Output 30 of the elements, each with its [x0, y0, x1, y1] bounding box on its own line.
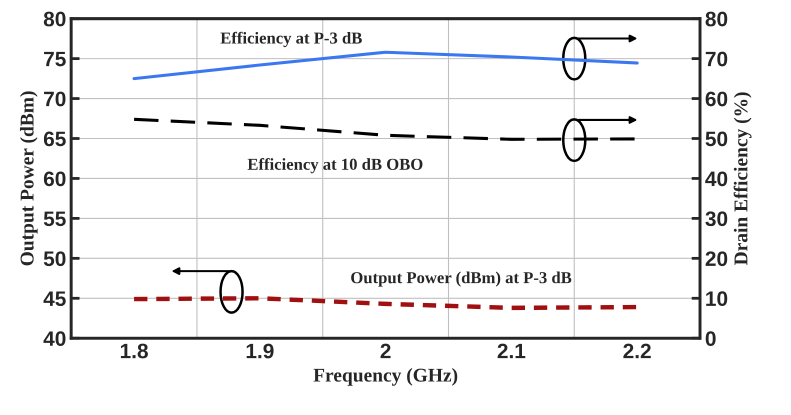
y-tick-label: 65: [44, 132, 66, 146]
y-tick-label: 45: [43, 291, 66, 306]
y2-axis-title: Drain Efficiency (%): [734, 92, 752, 266]
y2-tick-label: 50: [706, 132, 728, 146]
y2-tick-label: 10: [706, 291, 728, 306]
y-tick-label: 55: [44, 212, 66, 226]
y-tick-label: 75: [44, 52, 66, 66]
x-tick-label: 2.1: [498, 344, 526, 358]
y-tick-label: 70: [44, 92, 66, 106]
y2-tick-label: 80: [706, 12, 728, 26]
y2-tick-label: 40: [705, 171, 728, 186]
y2-tick-label: 0: [706, 331, 716, 346]
x-tick-label: 1.8: [120, 344, 148, 358]
y2-tick-label: 60: [706, 92, 728, 106]
y-axis-title: Output Power (dBm): [20, 91, 38, 266]
x-tick-label: 1.9: [246, 344, 274, 358]
x-tick-label: 2.2: [623, 344, 651, 358]
annotation: Efficiency at P-3 dB: [220, 32, 362, 48]
x-tick-label: 2: [380, 344, 391, 358]
y2-tick-label: 30: [705, 211, 728, 226]
y-tick-label: 50: [44, 251, 66, 266]
annotation: Output Power (dBm) at P-3 dB: [351, 272, 572, 287]
y-tick-label: 60: [44, 171, 66, 186]
y2-tick-label: 20: [706, 251, 728, 266]
x-axis-title: Frequency (GHz): [313, 368, 458, 386]
annotation: Efficiency at 10 dB OBO: [248, 158, 422, 174]
line-series: [132, 50, 639, 80]
y-tick-label: 80: [44, 12, 66, 26]
y2-tick-label: 70: [706, 52, 728, 66]
y-tick-label: 40: [43, 331, 66, 346]
